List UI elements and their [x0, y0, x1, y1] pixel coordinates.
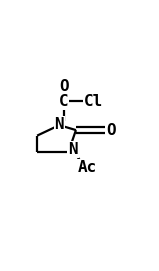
Text: O: O: [59, 79, 68, 94]
Text: N: N: [68, 142, 78, 157]
Text: C: C: [59, 93, 68, 109]
Text: Cl: Cl: [84, 93, 103, 109]
Text: N: N: [55, 117, 64, 132]
Text: Ac: Ac: [78, 160, 97, 175]
Text: O: O: [106, 122, 116, 138]
